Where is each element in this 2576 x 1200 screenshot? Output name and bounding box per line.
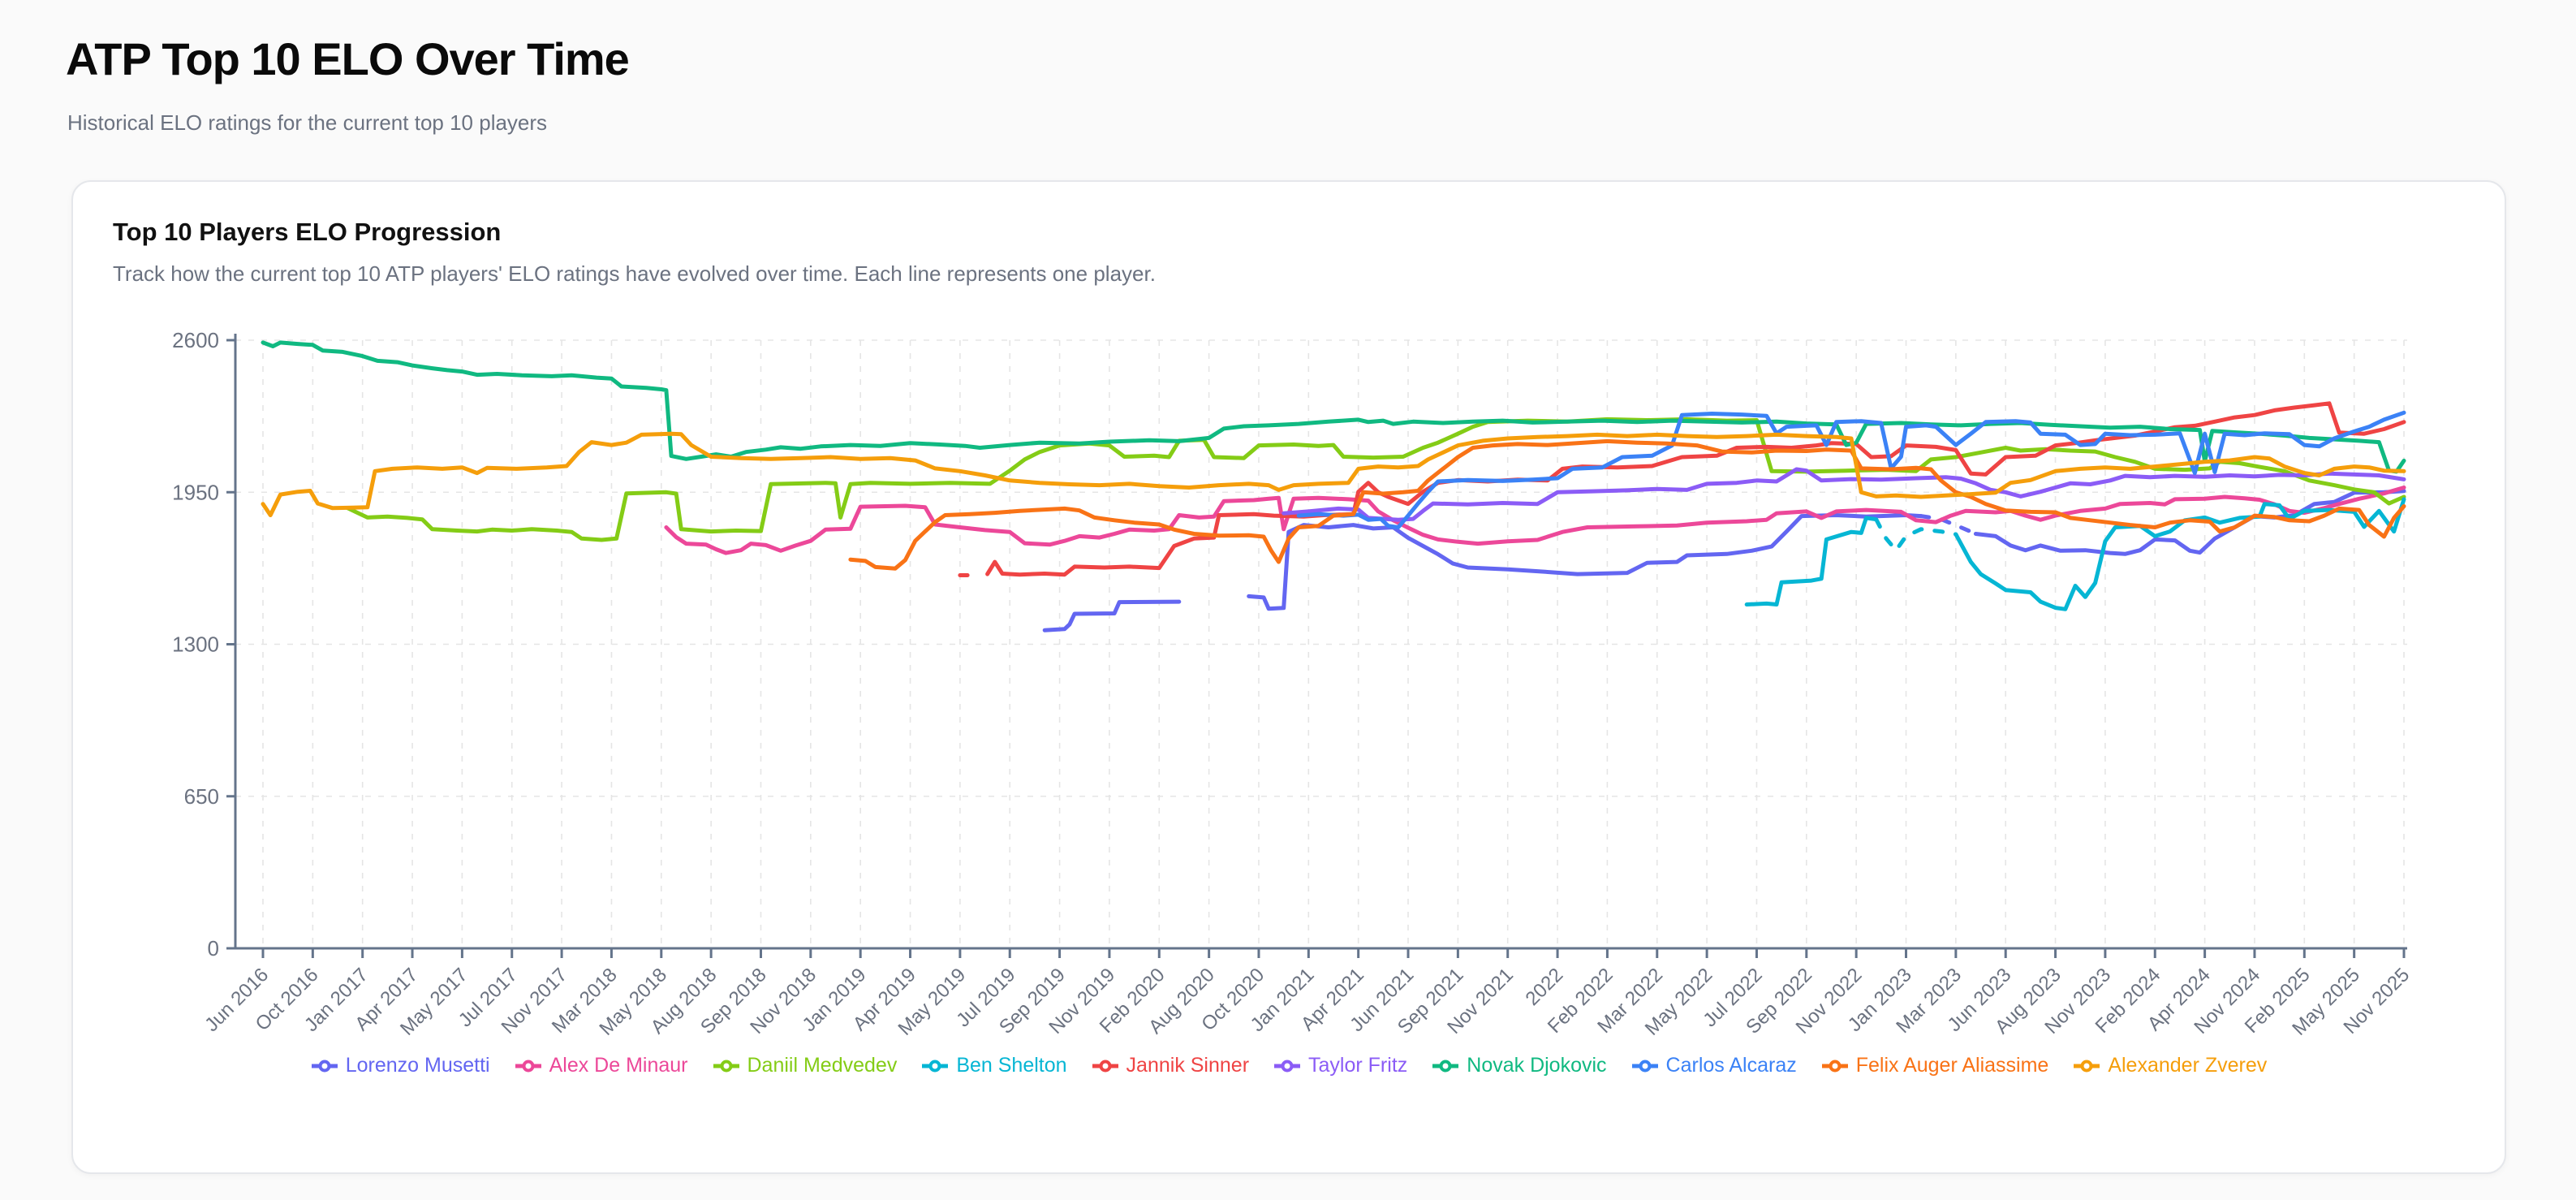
series-line-novak-djokovic <box>261 340 2406 474</box>
legend-label: Taylor Fritz <box>1308 1054 1408 1077</box>
y-tick-label: 1950 <box>172 480 219 504</box>
legend-label: Novak Djokovic <box>1467 1054 1607 1077</box>
card-description: Track how the current top 10 ATP players… <box>113 261 1156 286</box>
series-line-felix-auger-aliassime <box>848 438 2406 571</box>
series-line-lorenzo-musetti <box>1919 514 1978 536</box>
legend-item-taylor-fritz: Taylor Fritz <box>1273 1054 1407 1077</box>
legend-item-novak-djokovic: Novak Djokovic <box>1432 1054 1607 1077</box>
y-tick-label: 1300 <box>172 632 219 657</box>
legend-item-jannik-sinner: Jannik Sinner <box>1092 1054 1249 1077</box>
series-line-jannik-sinner <box>985 401 2406 577</box>
series-line-alexander-zverev <box>261 431 2406 517</box>
series-line-alex-de-minaur <box>664 486 2406 555</box>
legend-label: Lorenzo Musetti <box>345 1054 490 1077</box>
y-tick-label: 0 <box>208 936 219 960</box>
series-line-ben-shelton <box>1954 497 2406 611</box>
legend-item-carlos-alcaraz: Carlos Alcaraz <box>1631 1054 1797 1077</box>
x-tick-label: 2022 <box>1521 964 1567 1010</box>
y-tick-label: 650 <box>184 784 219 809</box>
legend-line-icon <box>922 1060 949 1072</box>
legend-line-icon <box>311 1060 338 1072</box>
page-subtitle: Historical ELO ratings for the current t… <box>67 110 548 135</box>
legend-line-icon <box>1092 1060 1118 1072</box>
series-line-taylor-fritz <box>1282 467 2406 522</box>
legend-item-alex-de-minaur: Alex De Minaur <box>515 1054 688 1077</box>
legend-line-icon <box>515 1060 541 1072</box>
series-line-lorenzo-musetti <box>1973 489 2406 556</box>
legend-label: Alexander Zverev <box>2108 1054 2268 1077</box>
chart-card: Top 10 Players ELO Progression Track how… <box>71 180 2506 1174</box>
legend-item-lorenzo-musetti: Lorenzo Musetti <box>311 1054 490 1077</box>
legend-label: Carlos Alcaraz <box>1665 1054 1797 1077</box>
legend-item-ben-shelton: Ben Shelton <box>921 1054 1067 1077</box>
series-line-lorenzo-musetti <box>1042 599 1182 632</box>
legend-line-icon <box>1432 1060 1459 1072</box>
page-title: ATP Top 10 ELO Over Time <box>66 33 630 84</box>
legend-label: Alex De Minaur <box>549 1054 688 1077</box>
legend-item-felix-auger-aliassime: Felix Auger Aliassime <box>1821 1054 2049 1077</box>
legend-item-daniil-medvedev: Daniil Medvedev <box>713 1054 898 1077</box>
legend-line-icon <box>1631 1060 1658 1072</box>
card-title: Top 10 Players ELO Progression <box>113 218 502 246</box>
legend-line-icon <box>1274 1060 1301 1072</box>
legend-label: Ben Shelton <box>956 1054 1067 1077</box>
legend-line-icon <box>1821 1060 1848 1072</box>
series-line-ben-shelton <box>1874 517 1958 553</box>
series-line-ben-shelton <box>1744 516 1879 606</box>
chart-legend: Lorenzo Musetti Alex De Minaur Daniil Medv… <box>71 1054 2506 1077</box>
legend-label: Felix Auger Aliassime <box>1855 1054 2049 1077</box>
y-tick-label: 2600 <box>172 328 219 352</box>
legend-label: Jannik Sinner <box>1126 1054 1250 1077</box>
legend-line-icon <box>713 1060 739 1072</box>
legend-label: Daniil Medvedev <box>747 1054 898 1077</box>
legend-line-icon <box>2074 1060 2100 1072</box>
series-line-daniil-medvedev <box>345 417 2406 542</box>
legend-item-alexander-zverev: Alexander Zverev <box>2073 1054 2267 1077</box>
